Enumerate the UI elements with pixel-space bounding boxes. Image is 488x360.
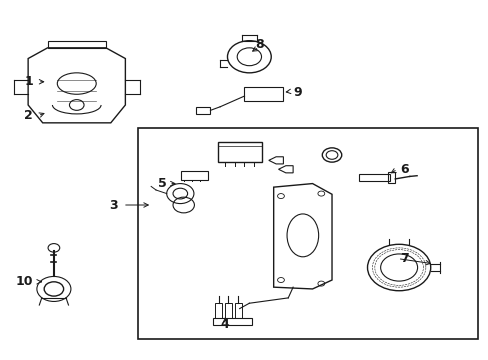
Bar <box>215 303 222 318</box>
Bar <box>217 143 261 162</box>
Text: 1: 1 <box>24 75 33 88</box>
Bar <box>224 303 231 318</box>
Text: 3: 3 <box>109 198 118 212</box>
Bar <box>358 174 389 181</box>
Text: 6: 6 <box>399 163 408 176</box>
Text: 10: 10 <box>16 275 33 288</box>
Bar <box>137 128 477 339</box>
Text: 5: 5 <box>158 177 166 190</box>
Bar <box>244 87 283 102</box>
Text: 7: 7 <box>399 252 408 265</box>
Text: 2: 2 <box>24 109 33 122</box>
Text: 4: 4 <box>220 318 229 331</box>
Bar <box>387 172 394 183</box>
Bar <box>234 303 241 318</box>
Bar <box>181 171 207 180</box>
Bar <box>196 107 210 114</box>
Text: 8: 8 <box>254 38 263 51</box>
Bar <box>212 318 251 325</box>
Text: 9: 9 <box>292 86 301 99</box>
